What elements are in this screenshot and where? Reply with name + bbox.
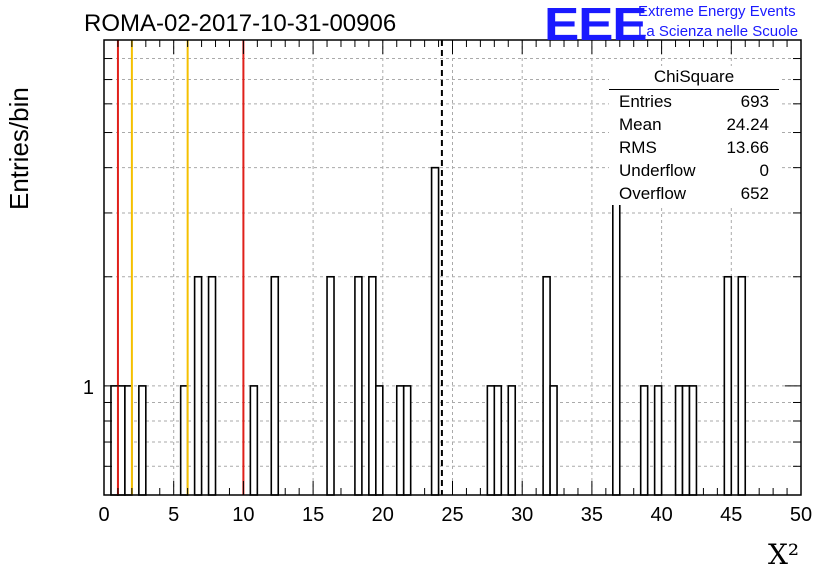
histogram-bar (354, 275, 363, 496)
histogram-bar (110, 385, 119, 496)
x-tick-label: 10 (232, 504, 254, 526)
stats-label: Mean (619, 115, 662, 134)
chart-title: ROMA-02-2017-10-31-00906 (84, 10, 397, 37)
histogram-bar (507, 385, 517, 496)
x-tick-label: 5 (168, 504, 179, 526)
x-tick-label: 30 (511, 504, 533, 526)
stats-value: 13.66 (726, 138, 769, 157)
histogram-bar (688, 385, 698, 496)
histogram-bar (179, 385, 189, 496)
axis-tick-labels: 0 5 10 15 20 25 30 35 40 45 50 1 (83, 377, 812, 526)
stats-value: 24.24 (726, 115, 769, 134)
histogram-bar (737, 275, 747, 496)
stats-box-title: ChiSquare (609, 66, 779, 90)
stats-value: 693 (740, 92, 769, 111)
stats-row-rms: RMS 13.66 (609, 136, 779, 159)
histogram-bar (138, 385, 147, 496)
histogram-bar (193, 275, 203, 496)
x-tick-label: 25 (441, 504, 463, 526)
histogram-bar (674, 385, 684, 496)
histogram-bar (549, 385, 558, 496)
histogram-bar (326, 275, 335, 496)
stats-row-underflow: Underflow 0 (609, 159, 779, 182)
histogram-bar (653, 385, 663, 496)
histogram-bar (368, 275, 377, 496)
x-tick-label: 20 (372, 504, 394, 526)
x-tick-label: 50 (790, 504, 812, 526)
histogram-bar (207, 275, 217, 496)
histogram-bar (486, 385, 496, 496)
stats-label: Entries (619, 92, 672, 111)
x-tick-label: 0 (98, 504, 109, 526)
histogram-bar (395, 385, 405, 496)
histogram-bar (402, 385, 412, 496)
histogram-bar (681, 385, 691, 496)
x-tick-label: 35 (581, 504, 603, 526)
stats-row-overflow: Overflow 652 (609, 182, 779, 205)
logo-line2: La Scienza nelle Scuole (638, 23, 799, 40)
x-axis-label: X² (768, 538, 800, 571)
stats-label: Overflow (619, 184, 687, 203)
y-axis-label: Entries/bin (4, 87, 34, 210)
histogram-bar (430, 166, 440, 496)
stats-box: ChiSquare Entries 693 Mean 24.24 RMS 13.… (609, 66, 779, 205)
stats-label: Underflow (619, 161, 696, 180)
stats-row-entries: Entries 693 (609, 90, 779, 113)
histogram-bar (723, 275, 733, 496)
reference-lines (116, 40, 443, 495)
x-tick-label: 40 (650, 504, 672, 526)
x-tick-label: 45 (720, 504, 742, 526)
histogram-bars (110, 166, 747, 496)
stats-value: 0 (759, 161, 769, 180)
histogram-bar (639, 385, 649, 496)
y-tick-label: 1 (83, 377, 94, 399)
histogram-bar (249, 385, 259, 496)
histogram-bar (493, 385, 503, 496)
histogram-bar (117, 385, 126, 496)
stats-row-mean: Mean 24.24 (609, 113, 779, 136)
logo-line1: Extreme Energy Events (638, 3, 796, 20)
histogram-bar (375, 385, 384, 496)
histogram-bar (124, 385, 133, 496)
stats-value: 652 (740, 184, 769, 203)
axis-ticks (103, 39, 802, 495)
histogram-bar (270, 275, 280, 496)
histogram-bar (612, 166, 621, 496)
stats-label: RMS (619, 138, 657, 157)
histogram-bar (542, 275, 551, 496)
x-tick-label: 15 (302, 504, 324, 526)
logo-mark: EEE (544, 0, 648, 50)
